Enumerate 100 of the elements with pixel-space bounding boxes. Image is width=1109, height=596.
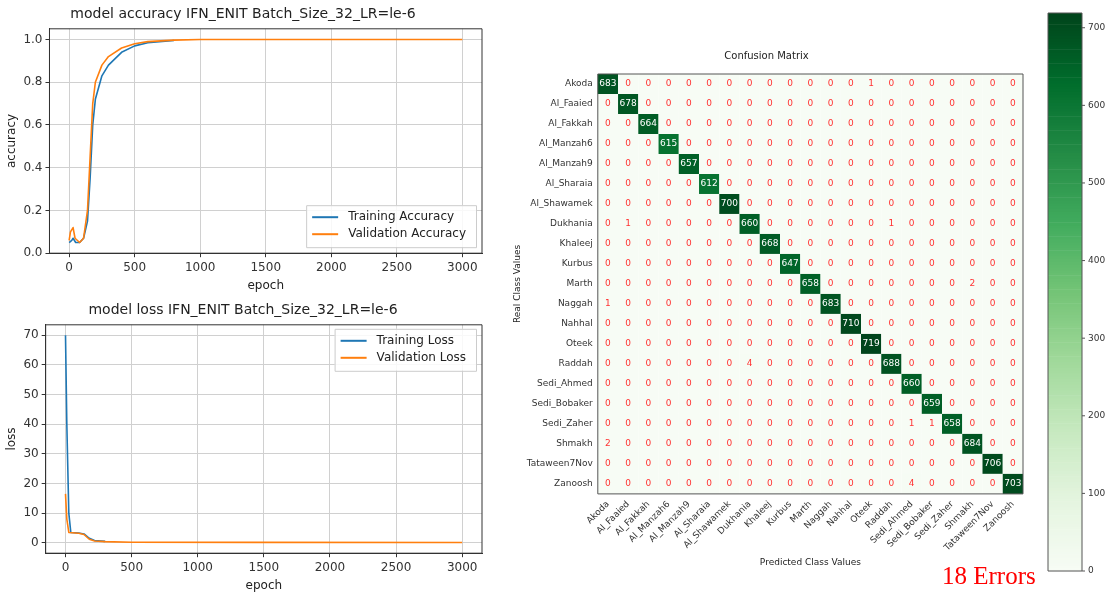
data-label: 0 [787,438,794,449]
data-label: 0 [746,158,753,169]
data-label: 0 [827,78,834,89]
data-label: 0 [969,478,976,489]
data-label: 683 [822,298,840,309]
data-label: 0 [848,378,855,389]
data-label: 0 [645,238,652,249]
y-tick-label: Al_Manzah9 [538,158,594,169]
data-label: 0 [746,118,753,129]
data-label: 0 [726,98,733,109]
data-label: 0 [787,298,794,309]
data-label: 0 [989,138,996,149]
data-label: 0 [787,358,794,369]
data-label: 0 [1010,238,1017,249]
data-label: 0 [929,78,936,89]
data-label: 0 [726,218,733,229]
data-label: 0 [1010,338,1017,349]
data-label: 0 [787,418,794,429]
data-label: 0 [1010,378,1017,389]
data-label: 0 [706,238,713,249]
data-label: 0 [605,178,612,189]
data-label: 0 [908,318,915,329]
data-label: 0 [868,198,875,209]
data-label: 658 [801,278,820,289]
data-label: 0 [665,278,672,289]
data-label: 0 [1010,218,1017,229]
x-tick-label: 0 [61,559,70,574]
data-label: 0 [645,358,652,369]
data-label: 0 [929,238,936,249]
data-label: 0 [726,138,733,149]
data-label: 0 [625,458,632,469]
data-label: 0 [787,98,794,109]
data-label: 0 [888,198,895,209]
data-label: 0 [767,358,774,369]
data-label: 0 [827,478,834,489]
data-label: 0 [888,398,895,409]
legend-label: Validation Accuracy [348,226,466,241]
data-label: 0 [848,178,855,189]
data-label: 0 [665,358,672,369]
data-label: 0 [686,418,693,429]
chart-title: Confusion Matrix [724,49,809,61]
data-label: 0 [686,378,693,389]
data-label: 2 [605,438,611,449]
data-label: 0 [645,138,652,149]
data-label: 0 [645,378,652,389]
y-tick-label: Tataween7Nov [525,458,594,469]
data-label: 0 [726,358,733,369]
data-label: 0 [868,178,875,189]
data-label: 0 [706,338,713,349]
x-tick-label: 1500 [250,259,282,274]
data-label: 0 [807,298,814,309]
data-label: 615 [660,138,678,149]
data-label: 0 [605,378,612,389]
data-label: 0 [746,398,753,409]
data-label: 0 [625,158,632,169]
data-label: 0 [625,278,632,289]
data-label: 0 [949,158,956,169]
data-label: 0 [807,238,814,249]
data-label: 0 [888,158,895,169]
color-bar-label: 200 [1088,410,1106,421]
data-label: 0 [706,398,713,409]
y-axis-title: accuracy [4,113,19,169]
data-label: 0 [868,278,875,289]
y-tick-label: Al_Fakkah [548,118,593,129]
data-label: 0 [848,398,855,409]
data-label: 0 [645,338,652,349]
text: 18 Errors [942,562,1036,590]
data-label: 0 [949,438,956,449]
y-tick-label: Sedi_Ahmed [536,378,593,389]
data-label: 0 [767,438,774,449]
y-tick-label: 50 [23,386,39,401]
data-label: 0 [787,218,794,229]
data-label: 0 [827,238,834,249]
data-label: 0 [989,338,996,349]
data-label: 664 [639,118,658,129]
data-label: 0 [787,398,794,409]
data-label: 0 [605,278,612,289]
data-label: 0 [908,358,915,369]
data-label: 0 [888,298,895,309]
data-label: 0 [929,438,936,449]
data-label: 0 [605,218,612,229]
data-label: 0 [746,478,753,489]
data-label: 0 [706,458,713,469]
data-label: 0 [625,438,632,449]
data-label: 0 [767,318,774,329]
data-label: 0 [827,418,834,429]
data-label: 0 [949,118,956,129]
data-label: 0 [726,378,733,389]
data-label: 0 [625,178,632,189]
data-label: 0 [848,218,855,229]
data-label: 0 [848,78,855,89]
data-label: 0 [746,458,753,469]
data-label: 0 [1010,178,1017,189]
data-label: 668 [761,238,779,249]
y-tick-label: Nahhal [561,318,593,329]
data-label: 0 [1010,278,1017,289]
data-label: 0 [686,478,693,489]
data-label: 0 [908,178,915,189]
data-label: 0 [767,278,774,289]
data-label: 0 [807,318,814,329]
